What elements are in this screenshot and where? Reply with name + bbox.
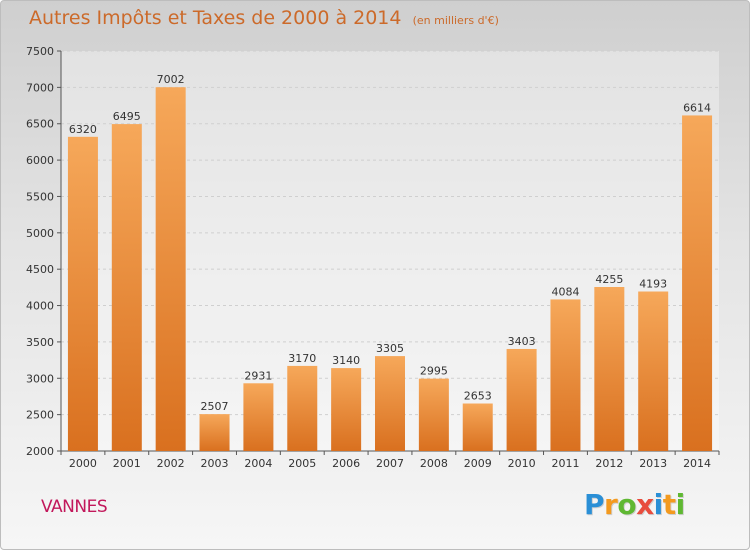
y-tick-label: 7000: [26, 81, 54, 94]
logo-letter: P: [584, 488, 605, 521]
bar: [506, 348, 537, 451]
bar: [462, 403, 493, 451]
city-label: VANNES: [41, 497, 108, 517]
bar: [550, 299, 581, 451]
x-tick-label: 2013: [639, 457, 667, 470]
logo-letter: i: [653, 488, 664, 521]
y-tick-label: 4000: [26, 300, 54, 313]
bar-value-label: 2931: [244, 369, 272, 382]
x-tick-label: 2014: [683, 457, 711, 470]
bar-value-label: 2995: [420, 365, 448, 378]
x-tick-label: 2004: [244, 457, 272, 470]
chart-title: Autres Impôts et Taxes de 2000 à 2014 (e…: [29, 7, 499, 29]
x-tick-label: 2008: [420, 457, 448, 470]
bar-value-label: 3403: [508, 335, 536, 348]
bar: [418, 378, 449, 451]
bar: [682, 115, 713, 451]
bar-value-label: 3140: [332, 354, 360, 367]
y-tick-label: 4500: [26, 263, 54, 276]
bar-value-label: 4255: [595, 273, 623, 286]
bar-value-label: 2507: [201, 400, 229, 413]
x-tick-label: 2007: [376, 457, 404, 470]
x-tick-label: 2012: [595, 457, 623, 470]
y-tick-label: 3000: [26, 372, 54, 385]
bar-value-label: 7002: [157, 73, 185, 86]
bar-value-label: 4193: [639, 278, 667, 291]
x-tick-label: 2009: [464, 457, 492, 470]
bar: [67, 136, 98, 451]
bar-value-label: 4084: [551, 285, 579, 298]
bar: [111, 124, 142, 451]
bar: [287, 365, 318, 451]
bar: [594, 287, 625, 451]
y-tick-label: 6500: [26, 118, 54, 131]
bar-value-label: 6495: [113, 110, 141, 123]
y-tick-label: 2500: [26, 409, 54, 422]
x-tick-label: 2000: [69, 457, 97, 470]
x-tick-label: 2010: [508, 457, 536, 470]
logo-letter: x: [636, 488, 654, 521]
logo-letter: o: [617, 488, 637, 521]
x-tick-label: 2001: [113, 457, 141, 470]
bar: [243, 383, 274, 451]
chart-title-unit: (en milliers d'€): [412, 14, 499, 27]
x-tick-label: 2005: [288, 457, 316, 470]
bar: [199, 414, 230, 451]
x-tick-label: 2002: [157, 457, 185, 470]
bar-value-label: 2653: [464, 390, 492, 403]
logo-letter: i: [675, 488, 686, 521]
bar: [638, 291, 669, 451]
y-tick-label: 6000: [26, 154, 54, 167]
y-tick-label: 5500: [26, 190, 54, 203]
y-tick-label: 3500: [26, 336, 54, 349]
chart-title-main: Autres Impôts et Taxes de 2000 à 2014: [29, 7, 402, 29]
y-tick-label: 2000: [26, 445, 54, 458]
logo-letter: t: [662, 488, 676, 521]
bar: [375, 356, 405, 451]
bar: [155, 87, 186, 451]
x-tick-label: 2003: [201, 457, 229, 470]
bar-value-label: 6320: [69, 123, 97, 136]
proxiti-logo: Proxiti: [584, 488, 685, 521]
bar-value-label: 3305: [376, 342, 404, 355]
bar: [331, 368, 362, 451]
y-tick-label: 7500: [26, 45, 54, 58]
logo-letter: r: [604, 488, 618, 521]
y-tick-label: 5000: [26, 227, 54, 240]
bar-value-label: 3170: [288, 352, 316, 365]
x-tick-label: 2006: [332, 457, 360, 470]
bar-value-label: 6614: [683, 101, 711, 114]
x-tick-label: 2011: [551, 457, 579, 470]
